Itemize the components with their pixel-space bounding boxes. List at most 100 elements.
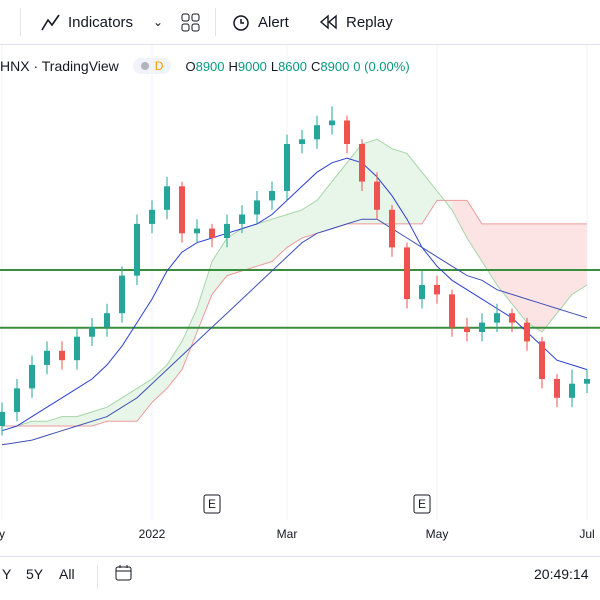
change: 0 (0.00%) <box>353 58 410 74</box>
candle-body <box>359 144 365 182</box>
candle-body <box>299 139 305 144</box>
candle-body <box>344 120 350 144</box>
separator <box>20 8 21 36</box>
cloud-fill <box>362 139 377 224</box>
span-b-line <box>2 199 587 427</box>
range-button[interactable]: All <box>59 566 75 582</box>
candle-body <box>209 228 215 238</box>
event-marker <box>203 494 221 514</box>
candle-body <box>479 322 485 332</box>
replay-button[interactable]: Replay <box>318 12 393 32</box>
cloud-fill <box>302 200 317 238</box>
cloud-fill <box>47 416 62 426</box>
candle-body <box>569 383 575 398</box>
moving-average <box>1 218 588 446</box>
event-label: E <box>418 497 426 511</box>
range-button[interactable]: Y <box>2 566 12 582</box>
candle-body <box>434 285 440 295</box>
layout-button[interactable] <box>180 12 202 32</box>
cloud-fill <box>422 172 437 224</box>
dropdown-arrow[interactable]: ⌄ <box>153 15 164 29</box>
candle-body <box>539 341 545 379</box>
x-tick-label: May <box>426 527 449 541</box>
cloud-fill <box>347 144 362 224</box>
candle-body <box>239 214 245 224</box>
cloud-fill <box>182 308 197 370</box>
replay-label: Replay <box>346 13 393 31</box>
event-marker <box>413 494 431 514</box>
cloud-fill <box>122 388 137 422</box>
cloud-fill <box>407 153 422 224</box>
status-dot <box>140 62 149 70</box>
candle-body <box>89 327 95 337</box>
symbol: HNX · TradingView <box>0 58 119 74</box>
cloud-fill <box>377 139 392 224</box>
cloud-fill <box>152 364 167 403</box>
candle-body <box>419 285 425 300</box>
cloud-fill <box>392 148 407 224</box>
cloud-fill <box>467 200 482 262</box>
indicators-button[interactable]: Indicators ⌄ <box>40 12 163 32</box>
indicators-icon <box>41 14 60 31</box>
cloud-fill <box>32 421 47 426</box>
cloud-fill <box>107 397 122 422</box>
ohlc-value: 9000 <box>237 58 267 74</box>
range-button[interactable]: 5Y <box>26 566 44 582</box>
cloud-fill <box>512 223 527 323</box>
x-tick-label: Mar <box>277 527 298 541</box>
candle-body <box>179 186 185 234</box>
candle-body <box>464 327 470 332</box>
candle-body <box>584 379 590 384</box>
candle-body <box>59 350 65 361</box>
candle-body <box>524 322 530 342</box>
ohlc-key: O <box>185 58 196 74</box>
candle-body <box>449 294 455 328</box>
cloud-fill <box>227 228 242 276</box>
candle-body <box>554 379 560 398</box>
candle-body <box>29 364 35 389</box>
ohlc-value: 8900 <box>195 58 225 74</box>
candle-body <box>509 313 515 323</box>
alert-label: Alert <box>258 13 289 31</box>
candle-body <box>134 223 140 276</box>
cloud-fill <box>272 214 287 262</box>
candle-body <box>44 350 50 365</box>
candle-body <box>284 144 290 191</box>
candle-body <box>254 200 260 215</box>
date-range-icon[interactable] <box>114 563 134 583</box>
cloud-fill <box>92 407 107 426</box>
alert-icon <box>233 15 249 31</box>
separator <box>97 565 98 589</box>
candle-body <box>389 209 395 248</box>
candle-body <box>164 186 170 210</box>
cloud-fill <box>497 223 512 304</box>
ohlc-value: 8900 <box>320 58 350 74</box>
candle-body <box>494 313 500 323</box>
cloud-fill <box>317 181 332 234</box>
candle-body <box>404 247 410 300</box>
candle-body <box>194 228 200 234</box>
cloud-fill <box>212 238 227 295</box>
cloud-fill <box>452 200 467 238</box>
alert-button[interactable]: Alert <box>230 12 289 32</box>
cloud-fill <box>572 223 587 295</box>
cloud-fill <box>62 416 77 426</box>
replay-icon <box>319 14 337 30</box>
ohlc-key: C <box>310 58 321 74</box>
span-a-line <box>2 138 588 427</box>
candle-body <box>119 275 125 314</box>
cloud-fill <box>197 261 212 332</box>
candle-body <box>0 411 5 426</box>
interval: D <box>154 59 164 73</box>
x-tick-label: y <box>0 527 5 541</box>
ohlc-key: L <box>270 58 279 74</box>
candle-body <box>269 191 275 201</box>
indicators-label: Indicators <box>68 13 134 31</box>
layout-icon <box>181 13 200 32</box>
candle-body <box>14 388 20 412</box>
interval-pill: D <box>132 58 172 74</box>
cloud-fill <box>257 219 272 267</box>
cloud-fill <box>557 223 572 314</box>
candle-body <box>224 223 230 238</box>
